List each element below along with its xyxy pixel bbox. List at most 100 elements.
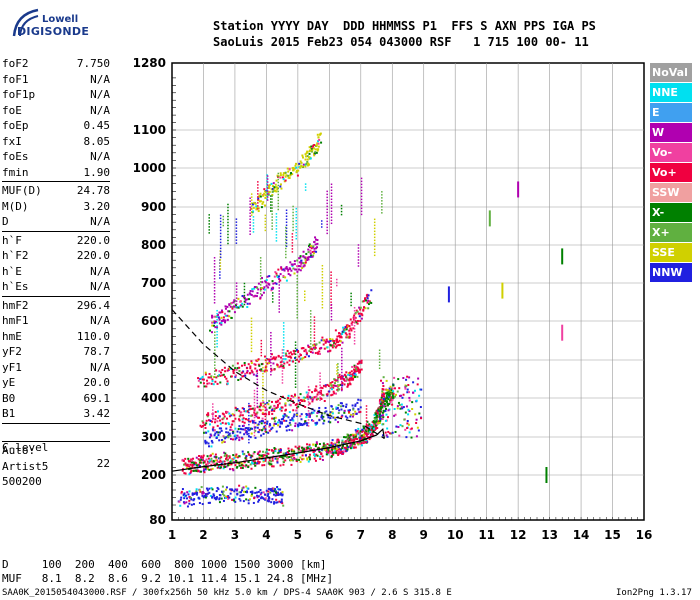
echo-point — [272, 362, 275, 365]
spread-echo — [309, 325, 312, 327]
echo-point — [267, 185, 270, 188]
echo-point — [220, 497, 223, 500]
echo-point — [218, 427, 221, 430]
echo-point — [393, 376, 396, 379]
echo-point — [350, 377, 353, 380]
echo-point — [356, 366, 359, 369]
spread-echo — [330, 301, 332, 303]
echo-point — [344, 436, 347, 439]
spread-echo — [285, 218, 288, 221]
echo-point — [281, 176, 284, 179]
echo-point — [329, 382, 332, 385]
echo-point — [244, 372, 247, 375]
echo-point — [279, 176, 282, 179]
echo-point — [386, 416, 389, 419]
echo-point — [246, 370, 249, 373]
echo-point — [346, 377, 349, 380]
echo-point — [261, 277, 264, 280]
spread-echo — [341, 368, 343, 371]
spread-echo — [281, 364, 284, 366]
echo-point — [336, 444, 339, 447]
echo-point — [249, 367, 252, 370]
echo-point — [197, 458, 200, 461]
echo-point — [375, 409, 378, 412]
echo-point — [354, 403, 357, 406]
echo-point — [215, 497, 218, 500]
echo-point — [379, 414, 382, 417]
echo-point — [279, 488, 282, 491]
spread-echo — [271, 228, 273, 230]
spread-echo — [281, 352, 284, 354]
echo-point — [328, 444, 331, 447]
echo-point — [226, 417, 229, 420]
x-tick-label: 3 — [231, 528, 239, 542]
spread-echo — [243, 282, 246, 285]
echo-point — [327, 447, 330, 450]
spread-echo — [235, 297, 238, 299]
spread-echo — [321, 285, 324, 288]
param-row: B0 69.1 — [2, 391, 110, 407]
spread-echo — [257, 196, 259, 198]
echo-point — [379, 406, 382, 409]
spread-echo — [264, 412, 267, 415]
echo-point — [320, 339, 323, 342]
echo-point — [219, 374, 222, 377]
spread-echo — [381, 200, 383, 202]
echo-point — [336, 441, 339, 444]
spread-echo — [340, 204, 343, 207]
echo-point — [227, 367, 230, 370]
echo-point — [201, 492, 204, 495]
echo-point — [274, 357, 277, 360]
echo-point — [396, 407, 399, 410]
echo-point — [323, 400, 326, 403]
spread-echo — [291, 251, 294, 253]
echo-point — [353, 443, 356, 446]
echo-point — [308, 152, 311, 155]
echo-point — [243, 364, 246, 367]
spread-echo — [248, 441, 250, 444]
echo-point — [398, 403, 401, 406]
echo-point — [304, 396, 307, 399]
spread-echo — [253, 404, 256, 407]
echo-point — [268, 425, 271, 428]
echo-point — [205, 422, 208, 425]
param-value: N/A — [90, 280, 110, 293]
echo-point — [238, 369, 241, 372]
echo-point — [373, 423, 376, 426]
spread-echo — [266, 196, 269, 198]
echo-point — [246, 298, 249, 301]
spread-echo — [250, 326, 253, 329]
echo-point — [309, 157, 312, 160]
logo-text-digisonde: DIGISONDE — [17, 25, 90, 38]
echo-point — [231, 438, 234, 441]
echo-point — [290, 448, 293, 451]
echo-point — [249, 420, 252, 423]
echo-point — [338, 332, 341, 335]
spread-echo — [264, 220, 267, 223]
echo-point — [218, 465, 221, 468]
echo-point — [285, 419, 288, 422]
echo-point — [388, 402, 391, 405]
echo-point — [357, 427, 360, 430]
echo-point — [241, 364, 244, 367]
echo-point — [226, 382, 229, 385]
echo-point — [324, 446, 327, 449]
echo-point — [260, 454, 263, 457]
echo-point — [279, 464, 282, 467]
echo-point — [408, 396, 411, 399]
echo-point — [264, 191, 267, 194]
echo-point — [391, 431, 394, 434]
echo-point — [186, 463, 189, 466]
echo-point — [316, 242, 319, 245]
spread-echo — [330, 213, 333, 216]
echo-point — [238, 497, 241, 500]
echo-point — [299, 393, 302, 396]
spread-echo — [271, 219, 273, 221]
echo-point — [268, 423, 271, 426]
echo-point — [215, 490, 218, 493]
auto-artist: Artist5 — [2, 459, 49, 473]
echo-point — [295, 453, 298, 456]
param-key: fxI — [2, 134, 22, 148]
echo-point — [282, 457, 285, 460]
echo-point — [237, 297, 240, 300]
